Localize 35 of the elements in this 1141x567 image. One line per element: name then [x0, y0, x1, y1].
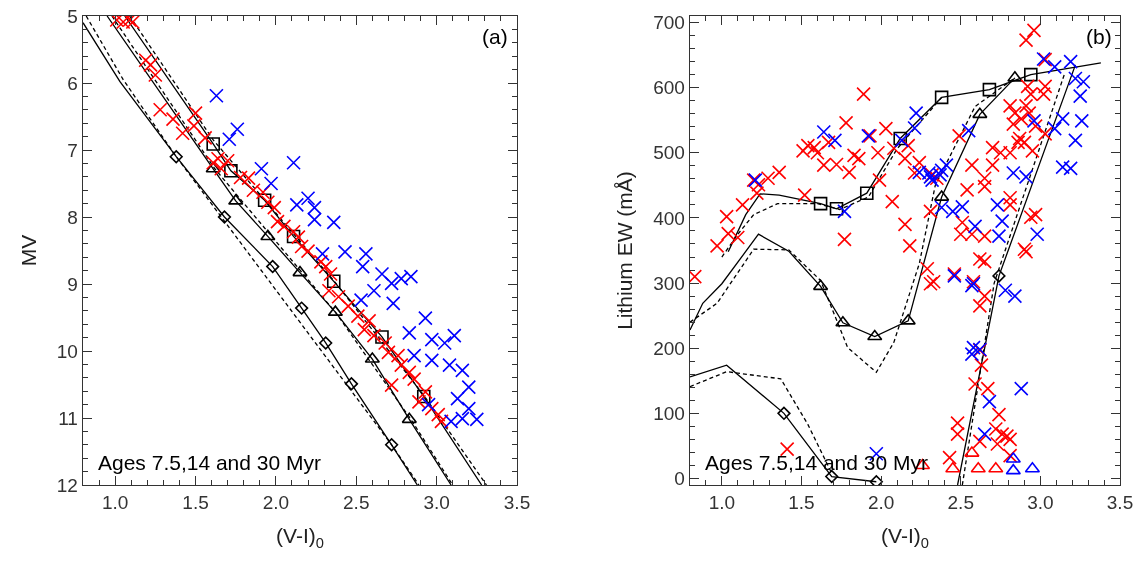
x-tick-label: 1.5	[182, 492, 209, 514]
annotation: (a)	[482, 25, 508, 48]
annotation: Ages 7.5,14 and 30 Myr	[98, 451, 321, 474]
annotation: (b)	[1086, 25, 1112, 48]
x-tick-label: 3.5	[503, 492, 531, 514]
y-tick-label: 11	[58, 407, 78, 429]
x-tick-label: 3.0	[423, 492, 450, 514]
y-axis-title: MV	[17, 234, 41, 267]
x-tick-label: 1.0	[101, 492, 129, 514]
y-tick-label: 700	[653, 12, 685, 34]
x-tick-label: 2.5	[343, 492, 370, 514]
y-tick-label: 8	[67, 206, 78, 228]
y-tick-label: 500	[653, 142, 685, 164]
y-tick-label: 10	[56, 340, 78, 362]
y-tick-label: 400	[653, 207, 685, 229]
y-tick-label: 5	[67, 5, 78, 27]
x-tick-label: 2.5	[947, 492, 974, 514]
y-tick-label: 7	[67, 139, 78, 161]
x-tick-label: 1.5	[788, 492, 815, 514]
x-axis-title: (V-I)$_{0}$	[881, 524, 929, 551]
x-tick-label: 2.0	[262, 492, 290, 514]
x-tick-label: 3.0	[1027, 492, 1054, 514]
y-tick-label: 0	[674, 468, 685, 490]
y-tick-label: 9	[67, 273, 78, 295]
y-axis-title: Lithium EW (mÅ)	[613, 171, 637, 330]
x-tick-label: 1.0	[708, 492, 736, 514]
y-tick-label: 200	[653, 337, 685, 359]
y-tick-label: 100	[653, 403, 685, 424]
y-tick-label: 300	[653, 272, 685, 294]
x-tick-label: 3.5	[1106, 492, 1134, 514]
x-axis-title: (V-I)$_{0}$	[276, 524, 324, 551]
y-tick-label: 600	[653, 77, 685, 99]
x-tick-label: 2.0	[867, 492, 895, 514]
y-tick-label: 6	[67, 72, 78, 94]
y-tick-label: 12	[56, 474, 78, 496]
